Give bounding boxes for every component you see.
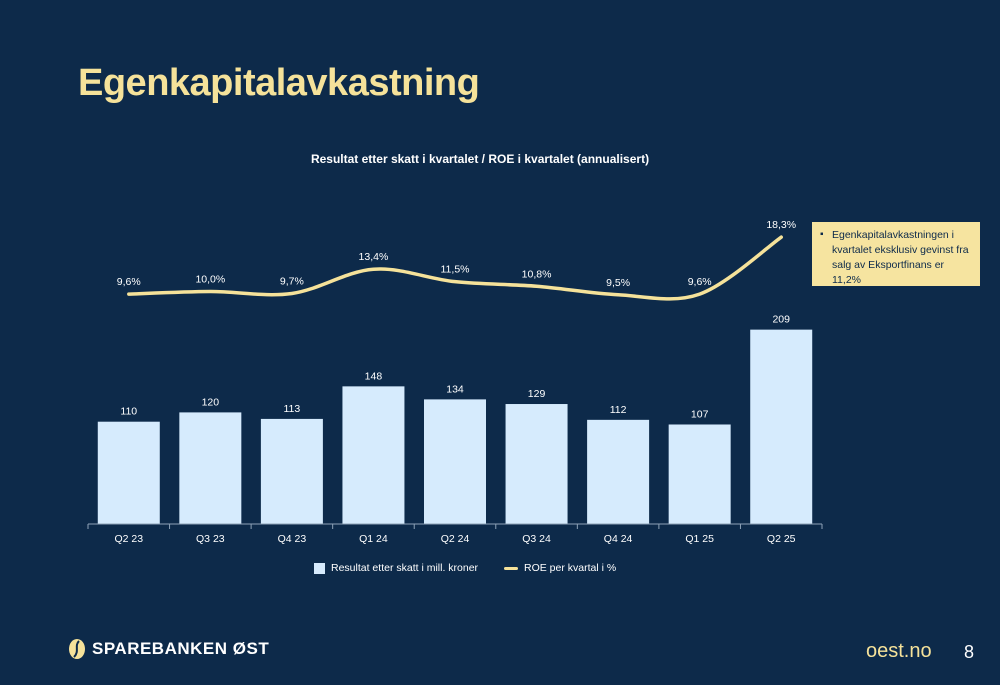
bar-value-label: 112 — [610, 404, 627, 416]
roe-value-label: 9,7% — [280, 275, 304, 287]
legend-item-line: ROE per kvartal i % — [504, 562, 616, 574]
bar-value-label: 110 — [120, 406, 137, 418]
x-tick-label: Q4 24 — [604, 533, 633, 545]
bullet-icon: ▪ — [820, 229, 824, 240]
roe-line — [127, 235, 783, 301]
legend-swatch-line — [504, 566, 518, 570]
x-tick-label: Q1 25 — [685, 533, 714, 545]
legend-item-bars: Resultat etter skatt i mill. kroner — [314, 562, 478, 574]
roe-value-label: 18,3% — [766, 219, 796, 231]
footer-logo: SPAREBANKEN ØST — [68, 638, 269, 660]
chart-title: Resultat etter skatt i kvartalet / ROE i… — [310, 152, 650, 166]
bar — [260, 418, 323, 524]
site-link[interactable]: oest.no — [866, 640, 932, 662]
roe-value-label: 10,0% — [195, 274, 225, 286]
legend-label-line: ROE per kvartal i % — [524, 562, 617, 574]
x-tick-label: Q2 24 — [441, 533, 470, 545]
bar — [424, 399, 486, 524]
bar — [505, 404, 568, 524]
page-number: 8 — [964, 642, 975, 662]
note-box: ▪ Egenkapitalavkastningen i kvartalet ek… — [812, 222, 980, 286]
roe-value-label: 9,6% — [117, 276, 141, 288]
legend: Resultat etter skatt i mill. kroner ROE … — [0, 562, 1000, 578]
bar — [97, 421, 160, 524]
x-tick-label: Q4 23 — [278, 533, 307, 545]
bar-value-label: 148 — [365, 370, 383, 382]
legend-label-bars: Resultat etter skatt i mill. kroner — [331, 562, 479, 574]
x-tick-label: Q2 25 — [767, 533, 796, 545]
bar — [342, 386, 405, 524]
logo-text: SPAREBANKEN ØST — [92, 639, 270, 658]
x-tick-label: Q3 23 — [196, 533, 225, 545]
roe-value-label: 10,8% — [522, 268, 552, 280]
page-title: Egenkapitalavkastning — [78, 62, 480, 104]
note-text: Egenkapitalavkastningen i kvartalet eksk… — [832, 229, 969, 286]
bar — [179, 412, 242, 524]
logo-icon — [69, 639, 85, 659]
roe-value-label: 11,5% — [441, 264, 470, 276]
x-tick-label: Q1 24 — [359, 533, 388, 545]
roe-value-label: 13,4% — [359, 251, 389, 263]
bar-value-label: 113 — [284, 403, 301, 415]
bar-value-label: 107 — [691, 408, 709, 420]
roe-value-label: 9,6% — [688, 276, 712, 288]
bar-value-label: 129 — [528, 388, 546, 400]
bar-value-label: 134 — [446, 383, 464, 395]
x-tick-label: Q3 24 — [522, 533, 551, 545]
roe-value-label: 9,5% — [606, 277, 630, 289]
bar — [750, 329, 813, 524]
bar — [668, 424, 731, 524]
bar-value-label: 120 — [202, 396, 220, 408]
x-tick-label: Q2 23 — [114, 533, 143, 545]
bar — [587, 419, 650, 524]
bar-value-label: 209 — [772, 314, 790, 326]
legend-swatch-bar — [314, 562, 325, 574]
